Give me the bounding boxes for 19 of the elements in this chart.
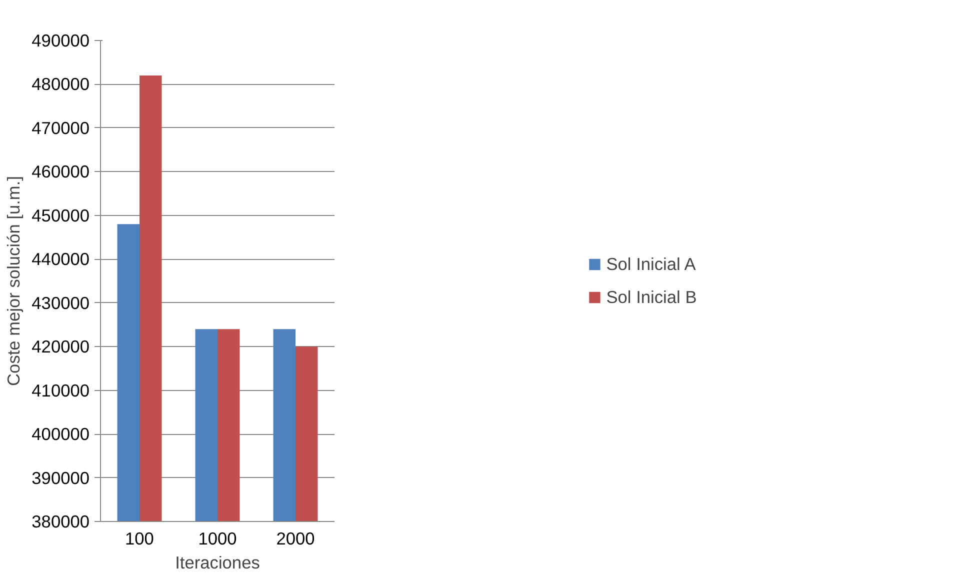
x-tick-label: 2000 — [276, 528, 315, 548]
x-tick-label: 100 — [125, 528, 154, 548]
y-tick-label: 430000 — [32, 292, 90, 313]
x-tick-label: 1000 — [198, 528, 237, 548]
y-axis-title: Coste mejor solución [u.m.] — [4, 176, 24, 386]
y-tick-label: 400000 — [32, 424, 90, 444]
y-tick-label: 470000 — [32, 118, 90, 138]
y-tick-label: 480000 — [32, 74, 90, 94]
y-tick-label: 420000 — [32, 336, 90, 357]
y-tick-label: 450000 — [32, 205, 90, 226]
legend-label: Sol Inicial B — [606, 286, 697, 308]
y-tick-label: 460000 — [32, 162, 90, 182]
y-tick-label: 390000 — [32, 468, 90, 488]
legend-label: Sol Inicial A — [606, 254, 696, 274]
y-tick-label: 380000 — [32, 512, 90, 532]
x-axis-title: Iteraciones — [175, 552, 260, 572]
y-tick-label: 490000 — [32, 30, 90, 50]
y-tick-label: 440000 — [32, 249, 90, 270]
y-tick-label: 410000 — [32, 380, 90, 400]
